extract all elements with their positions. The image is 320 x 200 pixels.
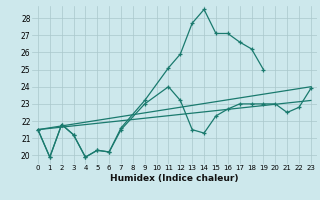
X-axis label: Humidex (Indice chaleur): Humidex (Indice chaleur)	[110, 174, 239, 183]
